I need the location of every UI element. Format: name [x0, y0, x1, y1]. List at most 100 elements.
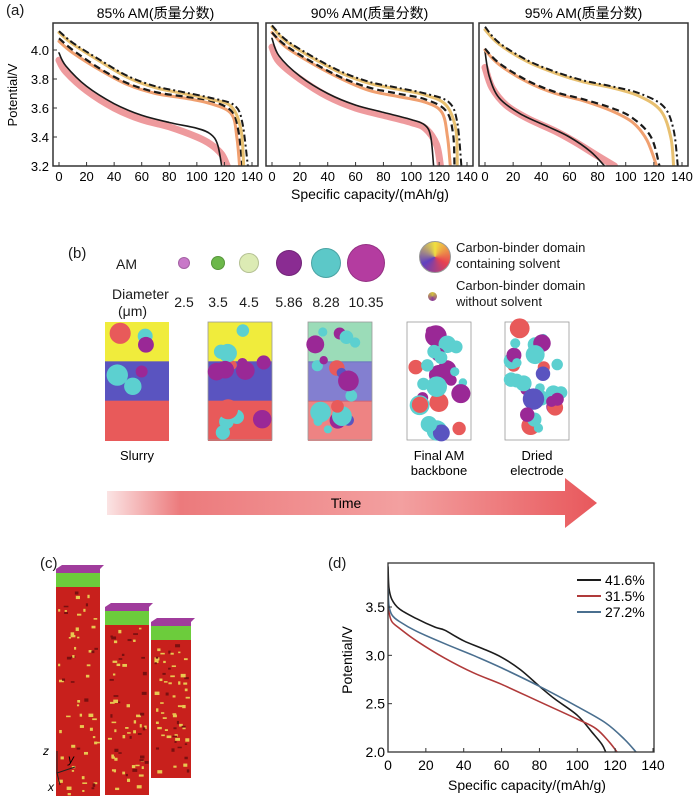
particle [520, 407, 535, 422]
speck [111, 721, 117, 724]
speck [170, 652, 174, 655]
legend-label: 31.5% [605, 588, 645, 604]
particle [109, 322, 131, 344]
x-tick-label: 60 [134, 169, 148, 184]
speck [113, 699, 119, 704]
speck [110, 714, 113, 718]
x-tick-label: 60 [562, 169, 576, 184]
speck [58, 663, 61, 667]
particle [512, 358, 522, 368]
speck [117, 701, 121, 704]
particle [306, 335, 325, 354]
speck [63, 605, 69, 608]
speck [76, 747, 81, 750]
speck [185, 738, 190, 742]
cbd-solvent-swatch [419, 241, 451, 273]
speck [64, 610, 67, 612]
speck [77, 636, 80, 639]
speck [160, 702, 164, 704]
particle [432, 424, 450, 442]
series-black-dashdot [58, 30, 249, 166]
speck [131, 765, 136, 769]
particle [434, 351, 448, 364]
x-tick-label: 140 [641, 757, 665, 773]
speck [184, 756, 188, 760]
speck [125, 726, 129, 729]
series-orange-solid [270, 31, 452, 166]
speck [70, 681, 75, 683]
series-black-dashed [58, 37, 244, 166]
x-tick-label: 100 [186, 169, 208, 184]
speck [76, 704, 80, 707]
diameter-value: 8.28 [312, 294, 340, 310]
particle [451, 384, 471, 404]
speck [142, 671, 147, 676]
speck [180, 673, 186, 678]
speck [140, 755, 145, 759]
speck [144, 725, 147, 729]
speck [155, 747, 160, 750]
x-tick-label: 100 [566, 757, 590, 773]
y-tick-label: 3.5 [366, 599, 386, 615]
legend-cbd-dry-line1: Carbon-binder domain [456, 278, 586, 293]
speck [171, 748, 175, 752]
panel-b-diagram: AM Diameter (μm) 2.5 3.5 4.5 5.86 8.28 10.35 … [0, 230, 700, 530]
speck [83, 751, 89, 755]
speck [91, 625, 96, 629]
x-tick-label: 140 [456, 169, 478, 184]
speck [175, 737, 181, 741]
speck [168, 682, 172, 685]
cbd-dry-swatch [428, 292, 437, 301]
speck [154, 660, 159, 664]
particle [546, 396, 557, 407]
particle [445, 374, 457, 386]
diameter-value: 3.5 [208, 294, 228, 310]
speck [110, 635, 113, 638]
x-tick-label: 20 [506, 169, 520, 184]
subplot-1: 85% AM(质量分数) 0 20 40 60 80 100 120 140 3.2 3.4 3.6 3… [5, 5, 263, 184]
series-red-band [55, 56, 231, 166]
speck [79, 725, 84, 728]
y-axis-label: Potential/V [339, 625, 355, 693]
series-black-solid-low [271, 37, 435, 166]
speck [84, 698, 89, 702]
speck [81, 776, 85, 780]
electrode-stack-1: Slurry [105, 322, 169, 463]
speck [62, 678, 66, 681]
x-tick-label: 120 [214, 169, 236, 184]
speck [71, 770, 75, 772]
speck [70, 635, 76, 638]
particle [323, 425, 332, 434]
particle [331, 399, 344, 413]
x-tick-label: 80 [590, 169, 604, 184]
column-green-layer [105, 611, 149, 625]
particle [426, 376, 448, 397]
speck [183, 658, 188, 661]
y-tick-label: 3.8 [31, 72, 49, 87]
speck [109, 678, 114, 681]
speck [174, 740, 177, 743]
x-tick-label: 60 [348, 169, 362, 184]
z-axis-label: z [42, 744, 49, 758]
speck [137, 733, 142, 735]
speck [174, 734, 178, 737]
particle [452, 421, 466, 436]
particle [525, 345, 545, 365]
subplot-title: 90% AM(质量分数) [311, 5, 428, 21]
speck [159, 678, 163, 682]
particle [339, 330, 354, 344]
speck [144, 761, 149, 764]
series-41.6% [388, 566, 607, 752]
particle [450, 367, 460, 377]
speck [133, 730, 136, 734]
panel-c-columns: z yx [42, 565, 195, 796]
speck [114, 729, 117, 733]
speck [156, 708, 159, 712]
series-black-dashdot [484, 26, 679, 166]
series-black-solid-low [484, 50, 606, 166]
speck [113, 695, 119, 697]
speck [165, 692, 169, 696]
column-top [105, 603, 153, 607]
am-label: AM [116, 256, 137, 272]
speck [79, 713, 83, 717]
